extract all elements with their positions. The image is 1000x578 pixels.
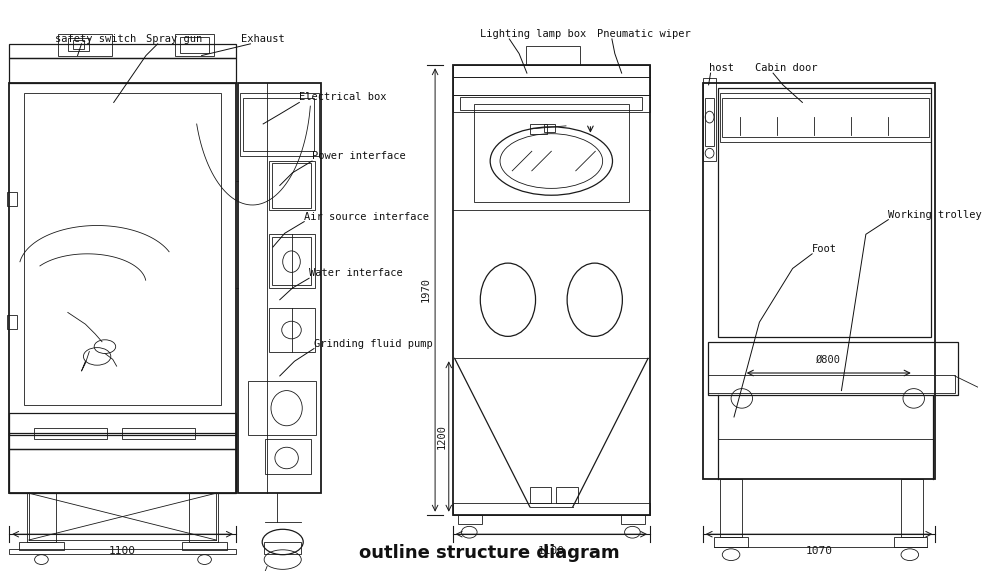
Text: Exhaust: Exhaust	[241, 34, 284, 44]
Bar	[9, 549, 236, 554]
Text: 1970: 1970	[421, 277, 431, 302]
Bar	[9, 83, 236, 493]
Bar	[73, 40, 84, 49]
Bar	[269, 234, 315, 288]
Text: 1100: 1100	[538, 546, 565, 556]
Bar	[248, 381, 316, 435]
Bar	[272, 163, 311, 208]
Bar	[269, 307, 315, 351]
Bar	[9, 432, 236, 449]
Text: Foot: Foot	[812, 244, 837, 254]
Text: outline structure diagram: outline structure diagram	[359, 543, 620, 562]
Text: Lighting lamp box: Lighting lamp box	[480, 29, 586, 39]
Text: Power interface: Power interface	[312, 151, 406, 161]
Bar	[272, 237, 311, 285]
Bar	[58, 34, 112, 55]
Text: safety switch: safety switch	[55, 34, 136, 44]
Bar	[722, 98, 929, 136]
Bar	[269, 161, 315, 210]
Bar	[243, 98, 314, 151]
Bar	[720, 479, 742, 537]
Bar	[894, 537, 927, 547]
Bar	[453, 503, 650, 514]
Bar	[530, 124, 547, 134]
Bar	[703, 78, 716, 161]
Text: Spray gun: Spray gun	[146, 34, 202, 44]
Bar	[238, 83, 321, 493]
Bar	[453, 65, 650, 77]
Bar	[19, 542, 64, 550]
Bar	[453, 77, 650, 95]
Bar	[703, 83, 935, 479]
Text: host: host	[709, 63, 734, 73]
Text: 1200: 1200	[437, 424, 447, 449]
Bar	[458, 514, 482, 524]
Bar	[621, 514, 645, 524]
Text: Water interface: Water interface	[309, 268, 403, 278]
Bar	[175, 34, 214, 55]
Bar	[264, 542, 301, 554]
Bar	[544, 124, 555, 132]
Bar	[718, 88, 931, 337]
Bar	[34, 428, 107, 439]
Bar	[556, 487, 578, 503]
Bar	[901, 479, 923, 537]
Bar	[265, 439, 311, 473]
Bar	[240, 92, 319, 156]
Bar	[182, 542, 227, 550]
Bar	[189, 493, 218, 542]
Bar	[474, 105, 629, 202]
Bar	[7, 315, 17, 329]
Bar	[27, 493, 56, 542]
Text: 1070: 1070	[805, 546, 832, 556]
Bar	[453, 65, 650, 514]
Bar	[9, 44, 236, 58]
Bar	[24, 92, 221, 405]
Text: Grinding fluid pump: Grinding fluid pump	[314, 339, 433, 349]
Bar	[9, 449, 236, 493]
Bar	[122, 428, 195, 439]
Bar	[714, 537, 748, 547]
Text: Cabin door: Cabin door	[755, 63, 818, 73]
Bar	[453, 95, 650, 112]
Bar	[9, 413, 236, 435]
Bar	[705, 98, 714, 146]
Text: Electrical box: Electrical box	[299, 92, 387, 102]
Text: Pneumatic wiper: Pneumatic wiper	[597, 29, 691, 39]
Bar	[530, 487, 551, 503]
Text: 1100: 1100	[109, 546, 136, 556]
Bar	[708, 375, 955, 392]
Text: Ø800: Ø800	[816, 355, 841, 365]
Bar	[460, 97, 642, 110]
Bar	[9, 58, 236, 83]
Bar	[720, 92, 931, 142]
Bar	[526, 46, 580, 65]
Text: Air source interface: Air source interface	[304, 212, 429, 221]
Bar	[68, 38, 89, 51]
Bar	[180, 37, 209, 53]
Bar	[708, 342, 958, 395]
Bar	[7, 192, 17, 206]
Text: Working trolley: Working trolley	[888, 210, 982, 220]
